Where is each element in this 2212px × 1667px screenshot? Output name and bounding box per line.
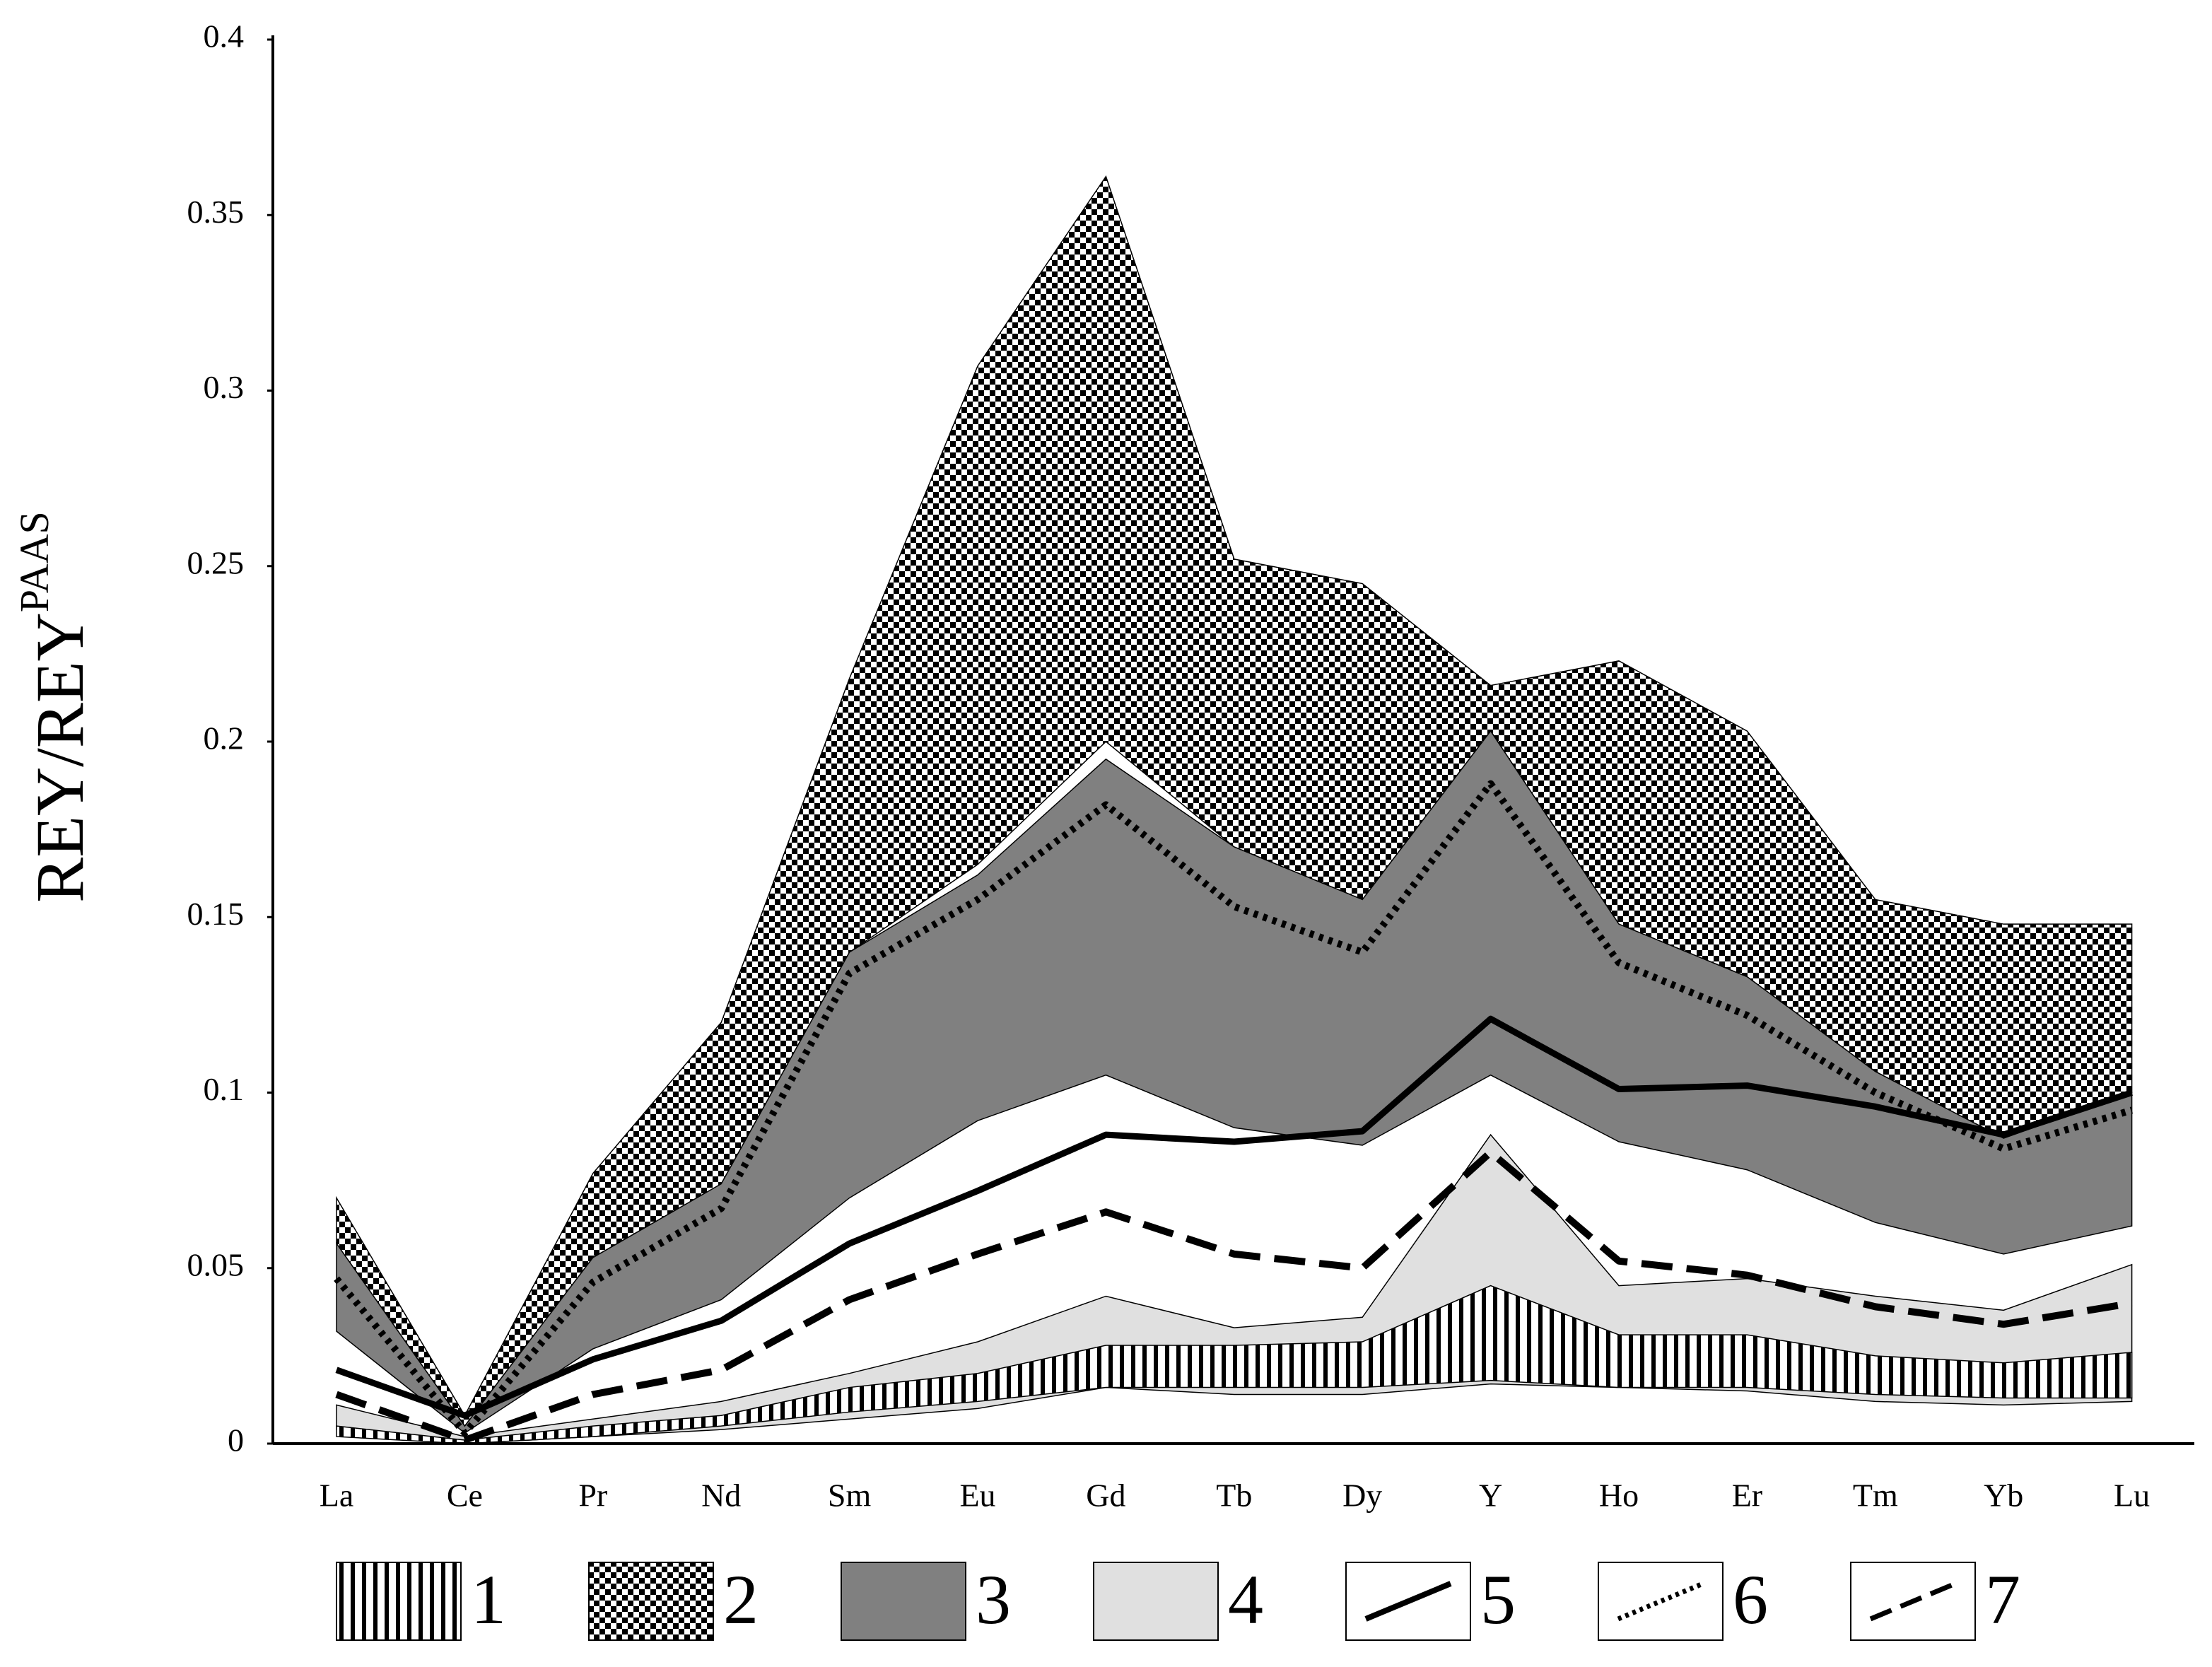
series-line	[335, 1015, 2134, 1419]
x-tick-label: Lu	[2114, 1478, 2150, 1514]
x-tick-label: Nd	[701, 1478, 741, 1514]
x-tick-label: Tb	[1216, 1478, 1252, 1514]
range-band	[336, 730, 2133, 1434]
y-label-superscript: PAAS	[11, 511, 57, 612]
series-line	[335, 1148, 2133, 1444]
y-tick-label: 0.4	[204, 18, 245, 54]
x-tick-label: Tm	[1853, 1478, 1898, 1514]
y-tick-label: 0.25	[187, 544, 245, 580]
x-tick-label: Sm	[828, 1478, 872, 1514]
y-tick-label: 0.1	[204, 1071, 245, 1107]
x-tick-label: Er	[1732, 1478, 1762, 1514]
x-tick-label: La	[320, 1478, 354, 1514]
x-tick-label: Pr	[578, 1478, 607, 1514]
legend-label: 2	[723, 1560, 759, 1639]
range-band	[336, 1285, 2133, 1444]
x-tick-label: Gd	[1086, 1478, 1125, 1514]
y-tick-label: 0.15	[187, 896, 245, 932]
x-tick-label: Yb	[1984, 1478, 2023, 1514]
y-axis-label: REY/REYPAAS	[11, 511, 98, 903]
y-tick-label: 0.35	[187, 194, 245, 230]
y-tick-label: 0.2	[204, 720, 245, 756]
y-label-main: REY/REY	[22, 612, 98, 903]
legend: 1 2 3 4 5 6 7	[336, 1560, 2020, 1641]
axes: 0 0.05 0.1 0.15 0.2 0.25 0.3 0.35 0.4 La Ce Pr Nd Sm E…	[187, 18, 2194, 1514]
legend-swatch	[588, 1562, 714, 1641]
legend-label: 6	[1733, 1560, 1768, 1639]
y-tick-label: 0	[228, 1422, 244, 1458]
y-tick-label: 0.3	[204, 369, 245, 405]
legend-label: 1	[471, 1560, 506, 1639]
legend-label: 3	[976, 1560, 1011, 1639]
legend-line	[1869, 1581, 1957, 1622]
legend-label: 7	[1985, 1560, 2020, 1639]
plot-area	[334, 175, 2134, 1444]
legend-label: 4	[1228, 1560, 1263, 1639]
legend-label: 5	[1480, 1560, 1516, 1639]
y-tick-label: 0.05	[187, 1246, 245, 1282]
x-tick-label: Y	[1479, 1478, 1502, 1514]
x-tick-label: Ho	[1599, 1478, 1639, 1514]
legend-line	[1364, 1581, 1452, 1622]
x-tick-label: Eu	[959, 1478, 995, 1514]
legend-swatch	[1093, 1562, 1219, 1641]
legend-swatch	[336, 1562, 462, 1641]
legend-swatch	[1598, 1562, 1724, 1641]
series-line	[334, 780, 2134, 1437]
legend-swatch	[841, 1562, 966, 1641]
x-tick-label: Dy	[1342, 1478, 1382, 1514]
range-band	[336, 175, 2133, 1427]
x-tick-label: Ce	[447, 1478, 483, 1514]
